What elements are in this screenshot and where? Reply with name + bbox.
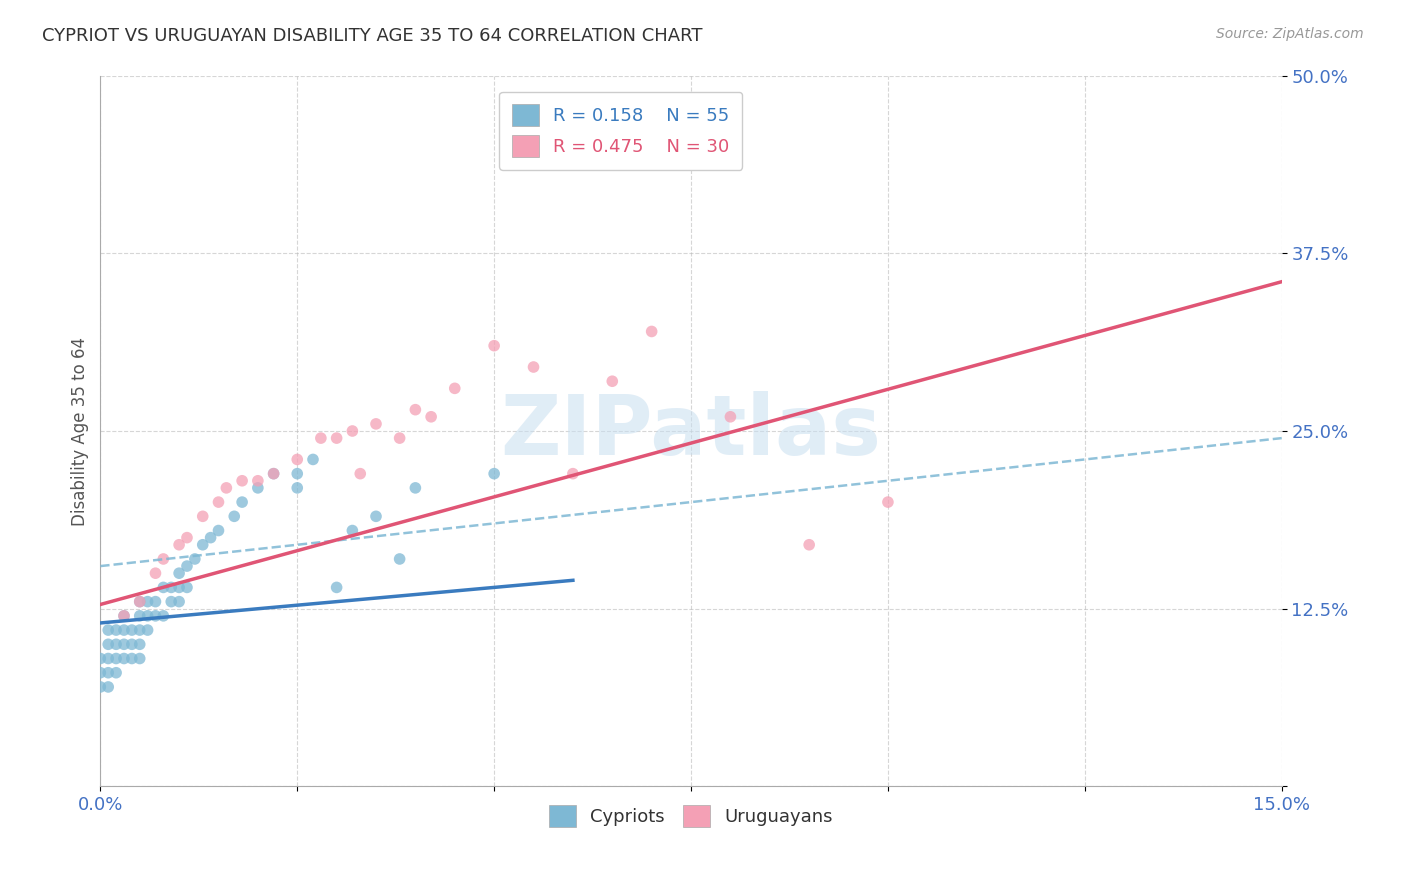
Text: CYPRIOT VS URUGUAYAN DISABILITY AGE 35 TO 64 CORRELATION CHART: CYPRIOT VS URUGUAYAN DISABILITY AGE 35 T… bbox=[42, 27, 703, 45]
Point bbox=[105, 665, 128, 680]
Point bbox=[285, 452, 308, 467]
Point bbox=[246, 481, 269, 495]
Point bbox=[342, 424, 364, 438]
Point bbox=[136, 594, 159, 608]
Point bbox=[145, 594, 167, 608]
Point bbox=[309, 431, 332, 445]
Point bbox=[176, 531, 198, 545]
Point bbox=[136, 623, 159, 637]
Point bbox=[364, 417, 387, 431]
Point bbox=[522, 359, 544, 374]
Text: ZIPatlas: ZIPatlas bbox=[501, 391, 882, 472]
Point bbox=[600, 374, 623, 388]
Point bbox=[718, 409, 741, 424]
Point bbox=[160, 581, 183, 595]
Point bbox=[246, 474, 269, 488]
Point bbox=[215, 481, 238, 495]
Point bbox=[105, 637, 128, 651]
Legend: Cypriots, Uruguayans: Cypriots, Uruguayans bbox=[541, 797, 841, 834]
Point bbox=[167, 566, 190, 581]
Point bbox=[145, 566, 167, 581]
Point bbox=[191, 509, 214, 524]
Point bbox=[145, 608, 167, 623]
Point bbox=[443, 381, 465, 395]
Point bbox=[191, 538, 214, 552]
Y-axis label: Disability Age 35 to 64: Disability Age 35 to 64 bbox=[72, 336, 89, 525]
Point bbox=[167, 581, 190, 595]
Point bbox=[184, 552, 207, 566]
Point bbox=[364, 509, 387, 524]
Point bbox=[97, 623, 120, 637]
Point bbox=[420, 409, 443, 424]
Point bbox=[224, 509, 246, 524]
Point bbox=[105, 651, 128, 665]
Point bbox=[388, 552, 411, 566]
Point bbox=[167, 594, 190, 608]
Point bbox=[128, 594, 150, 608]
Point bbox=[97, 651, 120, 665]
Point bbox=[112, 623, 135, 637]
Point bbox=[128, 594, 150, 608]
Point bbox=[128, 637, 150, 651]
Point bbox=[160, 594, 183, 608]
Text: Source: ZipAtlas.com: Source: ZipAtlas.com bbox=[1216, 27, 1364, 41]
Point bbox=[89, 665, 111, 680]
Point bbox=[136, 608, 159, 623]
Point bbox=[176, 559, 198, 574]
Point bbox=[112, 651, 135, 665]
Point bbox=[112, 637, 135, 651]
Point bbox=[121, 637, 143, 651]
Point bbox=[342, 524, 364, 538]
Point bbox=[285, 481, 308, 495]
Point bbox=[167, 538, 190, 552]
Point bbox=[404, 481, 426, 495]
Point bbox=[877, 495, 900, 509]
Point bbox=[200, 531, 222, 545]
Point bbox=[325, 581, 347, 595]
Point bbox=[285, 467, 308, 481]
Point bbox=[112, 608, 135, 623]
Point bbox=[152, 608, 174, 623]
Point bbox=[482, 339, 505, 353]
Point bbox=[121, 623, 143, 637]
Point bbox=[128, 623, 150, 637]
Point bbox=[121, 651, 143, 665]
Point bbox=[97, 680, 120, 694]
Point bbox=[231, 474, 253, 488]
Point bbox=[207, 495, 229, 509]
Point bbox=[302, 452, 325, 467]
Point bbox=[112, 608, 135, 623]
Point bbox=[263, 467, 285, 481]
Point bbox=[176, 581, 198, 595]
Point bbox=[349, 467, 371, 481]
Point bbox=[152, 581, 174, 595]
Point bbox=[89, 680, 111, 694]
Point bbox=[128, 608, 150, 623]
Point bbox=[97, 665, 120, 680]
Point bbox=[207, 524, 229, 538]
Point bbox=[325, 431, 347, 445]
Point bbox=[152, 552, 174, 566]
Point bbox=[97, 637, 120, 651]
Point bbox=[640, 325, 662, 339]
Point bbox=[482, 467, 505, 481]
Point bbox=[263, 467, 285, 481]
Point bbox=[404, 402, 426, 417]
Point bbox=[388, 431, 411, 445]
Point bbox=[89, 651, 111, 665]
Point bbox=[561, 467, 583, 481]
Point bbox=[799, 538, 821, 552]
Point bbox=[128, 651, 150, 665]
Point bbox=[105, 623, 128, 637]
Point bbox=[231, 495, 253, 509]
